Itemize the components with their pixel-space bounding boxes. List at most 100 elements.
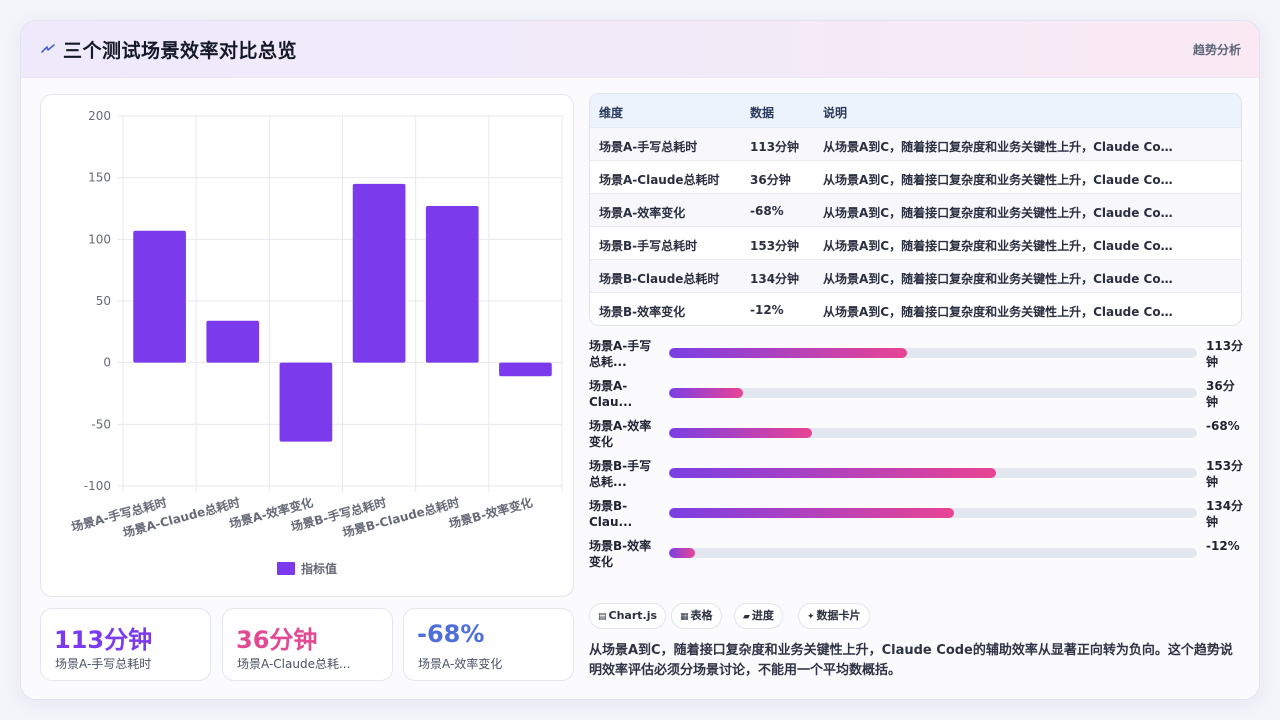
table-row: 场景A-效率变化 -68% 从场景A到C，随着接口复杂度和业务关键性上升，Cla…: [590, 193, 1241, 226]
progress-row: 场景A-效率变化 -68%: [589, 417, 1249, 453]
stat-label: 场景A-Claude总耗...: [237, 657, 351, 671]
column-header-note: 说明: [823, 106, 848, 120]
data-table: 维度 数据 说明 场景A-手写总耗时 113分钟 从场景A到C，随着接口复杂度和…: [589, 93, 1242, 326]
stat-card-2: -68% 场景A-效率变化: [403, 608, 574, 681]
cell-data: 36分钟: [750, 173, 791, 187]
lightning-icon: [41, 44, 55, 53]
header-bar: 三个测试场景效率对比总览 趋势分析: [21, 21, 1259, 78]
progress-track: [669, 388, 1197, 398]
progress-label: 场景A-手写总耗...: [589, 339, 652, 369]
progress-value: -68%: [1206, 419, 1240, 433]
cell-dimension: 场景B-手写总耗时: [599, 239, 698, 253]
cell-note: 从场景A到C，随着接口复杂度和业务关键性上升，Claude Code...: [823, 239, 1178, 253]
progress-row: 场景A-Clau... 36分钟: [589, 377, 1249, 413]
cell-data: 153分钟: [750, 239, 800, 253]
cell-data: 134分钟: [750, 272, 800, 286]
progress-value: 36分钟: [1206, 379, 1235, 409]
chart-bar: [352, 183, 406, 363]
progress-row: 场景B-Clau... 134分钟: [589, 497, 1249, 533]
cell-data: -68%: [750, 204, 784, 218]
y-tick-label: 100: [88, 232, 111, 246]
progress-value: -12%: [1206, 539, 1240, 553]
progress-value: 153分钟: [1206, 459, 1244, 489]
y-tick-label: 200: [88, 109, 111, 123]
chart-bar: [133, 230, 186, 363]
stat-card-0: 113分钟 场景A-手写总耗时: [40, 608, 211, 681]
chart-bar: [499, 362, 552, 377]
main-card: 三个测试场景效率对比总览 趋势分析 200 150 100 50 0 -50 -100 场景A…: [20, 20, 1260, 700]
cell-dimension: 场景B-效率变化: [599, 305, 686, 319]
page-title: 三个测试场景效率对比总览: [63, 40, 298, 62]
summary-description: 从场景A到C，随着接口复杂度和业务关键性上升，Claude Code的辅助效率从…: [589, 643, 1233, 678]
cell-note: 从场景A到C，随着接口复杂度和业务关键性上升，Claude Code...: [823, 305, 1178, 319]
stat-value: 36分钟: [236, 626, 318, 654]
chip-label: Chart.js: [608, 609, 658, 622]
progress-track: [669, 468, 1197, 478]
bar-chart-card: 200 150 100 50 0 -50 -100 场景A-手写总耗时 场景A-Claude总耗…: [40, 94, 574, 597]
stat-label: 场景A-效率变化: [418, 657, 503, 671]
progress-label: 场景A-Clau...: [589, 379, 633, 409]
progress-label: 场景B-效率变化: [589, 539, 652, 569]
chart-bar: [279, 362, 333, 442]
progress-fill: [669, 428, 812, 438]
progress-value: 134分钟: [1206, 499, 1244, 529]
progress-value: 113分钟: [1206, 339, 1244, 369]
progress-track: [669, 508, 1197, 518]
progress-fill: [669, 348, 907, 358]
table-row: 场景B-手写总耗时 153分钟 从场景A到C，随着接口复杂度和业务关键性上升，C…: [590, 226, 1241, 259]
table-row: 场景A-手写总耗时 113分钟 从场景A到C，随着接口复杂度和业务关键性上升，C…: [590, 127, 1241, 160]
column-header-dimension: 维度: [599, 106, 624, 120]
progress-row: 场景B-效率变化 -12%: [589, 537, 1249, 573]
progress-fill: [669, 548, 696, 558]
progress-label: 场景B-Clau...: [589, 499, 633, 529]
stat-card-1: 36分钟 场景A-Claude总耗...: [222, 608, 393, 681]
y-tick-label: -50: [91, 417, 111, 431]
chip-label: 表格: [690, 609, 713, 622]
progress-fill: [669, 508, 955, 518]
chart-bar: [206, 320, 260, 363]
chip-label: 进度: [751, 609, 774, 622]
progress-track: [669, 428, 1197, 438]
cell-note: 从场景A到C，随着接口复杂度和业务关键性上升，Claude Code...: [823, 173, 1178, 187]
chart-bar: [425, 206, 479, 363]
cell-data: 113分钟: [750, 140, 800, 154]
progress-label: 场景A-效率变化: [589, 419, 652, 449]
stat-value: -68%: [417, 620, 485, 648]
progress-row: 场景A-手写总耗... 113分钟: [589, 337, 1249, 373]
y-tick-label: 150: [88, 171, 111, 185]
table-icon: ▦: [680, 612, 689, 622]
x-tick-label: 场景B-效率变化: [447, 494, 534, 531]
legend-swatch: [277, 562, 295, 575]
table-row: 场景B-效率变化 -12% 从场景A到C，随着接口复杂度和业务关键性上升，Cla…: [590, 292, 1241, 325]
legend-label: 指标值: [301, 561, 337, 576]
trend-analysis-tag: 趋势分析: [1192, 43, 1241, 57]
cell-note: 从场景A到C，随着接口复杂度和业务关键性上升，Claude Code...: [823, 140, 1178, 154]
table-header-row: 维度 数据 说明: [590, 94, 1241, 127]
progress-row: 场景B-手写总耗... 153分钟: [589, 457, 1249, 493]
chip-chartjs[interactable]: ▤ Chart.js: [589, 603, 667, 629]
chip-data-card[interactable]: ✦ 数据卡片: [798, 603, 870, 629]
cell-note: 从场景A到C，随着接口复杂度和业务关键性上升，Claude Code...: [823, 206, 1178, 220]
progress-fill: [669, 388, 743, 398]
cell-dimension: 场景B-Claude总耗时: [599, 272, 720, 286]
y-tick-label: 50: [96, 294, 111, 308]
stat-value: 113分钟: [54, 626, 153, 654]
bar-chart: 200150100500-50-100场景A-手写总耗时场景A-Claude总耗…: [70, 109, 563, 576]
cell-dimension: 场景A-Claude总耗时: [599, 173, 720, 187]
chip-table[interactable]: ▦ 表格: [671, 603, 722, 629]
chip-label: 数据卡片: [816, 609, 861, 622]
progress-fill: [669, 468, 997, 478]
column-header-data: 数据: [750, 106, 775, 120]
y-tick-label: -100: [84, 479, 111, 493]
stat-label: 场景A-手写总耗时: [55, 657, 152, 671]
progress-icon: ▰: [743, 612, 750, 622]
cell-data: -12%: [750, 303, 784, 317]
cell-note: 从场景A到C，随着接口复杂度和业务关键性上升，Claude Code...: [823, 272, 1178, 286]
chip-progress[interactable]: ▰ 进度: [734, 603, 783, 629]
cell-dimension: 场景A-手写总耗时: [599, 140, 698, 154]
y-tick-label: 0: [103, 356, 111, 370]
table-row: 场景B-Claude总耗时 134分钟 从场景A到C，随着接口复杂度和业务关键性…: [590, 259, 1241, 292]
chart-icon: ▤: [598, 612, 607, 622]
table-row: 场景A-Claude总耗时 36分钟 从场景A到C，随着接口复杂度和业务关键性上…: [590, 160, 1241, 193]
cell-dimension: 场景A-效率变化: [599, 206, 686, 220]
